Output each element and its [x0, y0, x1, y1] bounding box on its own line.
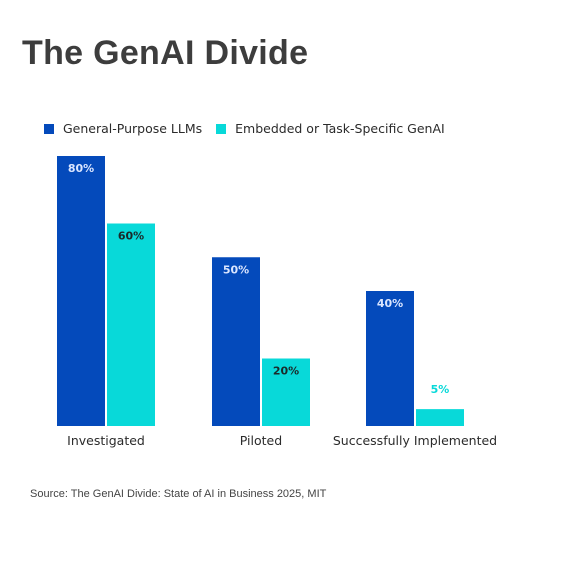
data-label-piloted-series-2: 20%: [273, 365, 299, 378]
legend-label-embedded: Embedded or Task-Specific GenAI: [235, 121, 445, 136]
legend-label-general-purpose: General-Purpose LLMs: [63, 121, 203, 136]
legend-swatch-general-purpose: [44, 123, 54, 134]
category-label-successfully-implemented: Successfully Implemented: [333, 433, 497, 448]
bar-piloted-series-1: [212, 257, 260, 426]
bar-investigated-series-2: [107, 223, 155, 426]
legend: General-Purpose LLMs Embedded or Task-Sp…: [44, 121, 459, 136]
bar-successfully-implemented-series-1: [366, 291, 414, 426]
data-label-investigated-series-2: 60%: [118, 230, 144, 243]
data-label-successfully-implemented-series-1: 40%: [377, 297, 403, 310]
bar-investigated-series-1: [57, 156, 105, 426]
category-label-investigated: Investigated: [67, 433, 145, 448]
bar-piloted-series-2: [262, 358, 310, 426]
data-label-investigated-series-1: 80%: [68, 162, 94, 175]
chart-title: The GenAI Divide: [22, 34, 309, 72]
source-note: Source: The GenAI Divide: State of AI in…: [30, 488, 327, 500]
legend-swatch-embedded: [216, 123, 227, 134]
category-label-piloted: Piloted: [240, 433, 282, 448]
legend-item-embedded: Embedded or Task-Specific GenAI: [216, 121, 445, 136]
bar-successfully-implemented-series-2: [416, 409, 464, 426]
data-label-piloted-series-1: 50%: [223, 263, 249, 276]
data-label-successfully-implemented-series-2: 5%: [431, 383, 450, 396]
legend-item-general-purpose: General-Purpose LLMs: [44, 121, 202, 136]
